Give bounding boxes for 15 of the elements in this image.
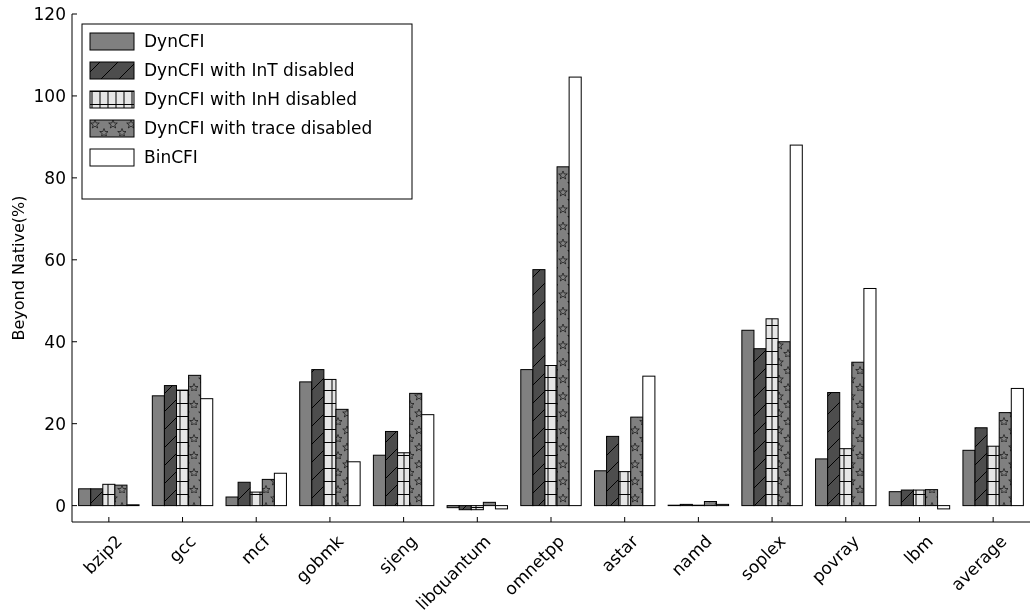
legend-label: DynCFI with trace disabled [144,118,373,139]
y-axis-title: Beyond Native(%) [9,195,28,341]
legend-label: DynCFI with InH disabled [144,89,357,110]
legend-label: BinCFI [144,147,198,168]
y-tick-label: 40 [44,331,66,352]
y-tick-label: 60 [44,249,66,270]
x-tick-label: gcc [164,531,200,567]
y-tick-label: 80 [44,167,66,188]
x-tick-label: lbm [899,531,937,568]
y-tick-label: 20 [44,413,66,434]
y-tick-label: 120 [33,3,66,24]
legend-label: DynCFI [144,31,205,52]
y-tick-label: 100 [33,85,66,106]
legend-label: DynCFI with InT disabled [144,60,355,81]
y-tick-label: 0 [55,495,66,516]
